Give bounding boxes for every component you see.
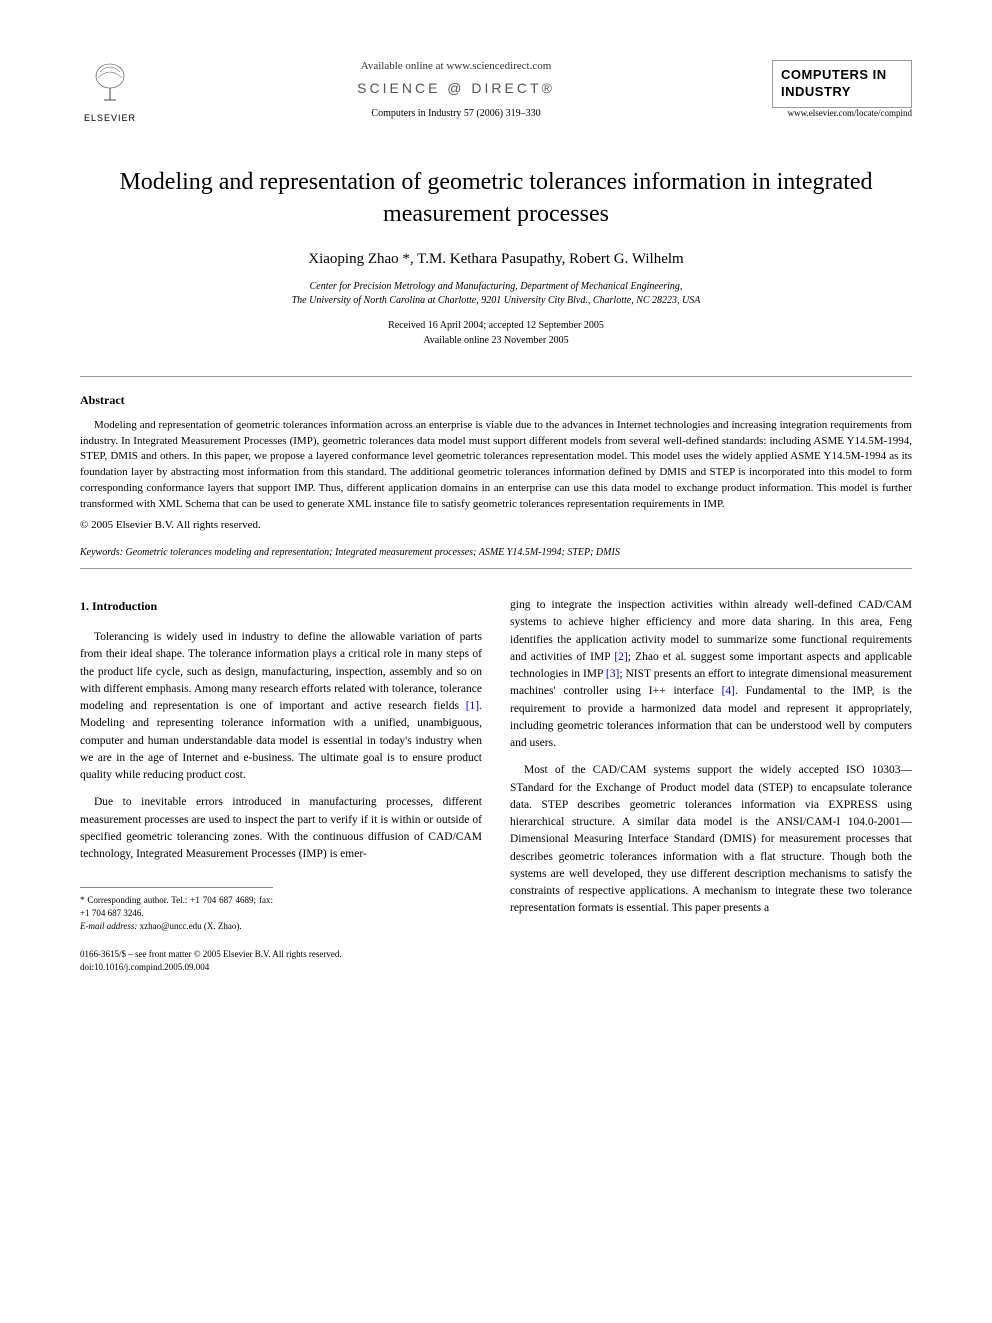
email-address[interactable]: xzhao@uncc.edu (X. Zhao). — [140, 921, 242, 931]
keywords-block: Keywords: Geometric tolerances modeling … — [80, 547, 912, 558]
article-dates: Received 16 April 2004; accepted 12 Sept… — [80, 318, 912, 348]
sciencedirect-logo: SCIENCE @ DIRECT® — [140, 80, 772, 96]
elsevier-tree-icon — [80, 60, 140, 113]
doi-line: doi:10.1016/j.compind.2005.09.004 — [80, 961, 482, 974]
intro-paragraph-1: Tolerancing is widely used in industry t… — [80, 629, 482, 784]
page-header: ELSEVIER Available online at www.science… — [80, 60, 912, 158]
p1-part-b: . Modeling and representing tolerance in… — [80, 700, 482, 781]
publisher-logo: ELSEVIER — [80, 60, 140, 123]
ref-link-3[interactable]: [3] — [606, 668, 619, 680]
column-left: 1. Introduction Tolerancing is widely us… — [80, 597, 482, 973]
abstract-heading: Abstract — [80, 393, 912, 408]
publisher-name: ELSEVIER — [80, 113, 140, 123]
available-online-text: Available online at www.sciencedirect.co… — [140, 60, 772, 72]
affiliation-line2: The University of North Carolina at Char… — [80, 294, 912, 308]
ref-link-2[interactable]: [2] — [614, 651, 627, 663]
corresponding-author-note: * Corresponding author. Tel.: +1 704 687… — [80, 894, 273, 919]
article-title: Modeling and representation of geometric… — [80, 166, 912, 231]
journal-url[interactable]: www.elsevier.com/locate/compind — [772, 108, 912, 118]
section-1-heading: 1. Introduction — [80, 597, 482, 615]
intro-paragraph-3: Most of the CAD/CAM systems support the … — [510, 762, 912, 917]
affiliation-line1: Center for Precision Metrology and Manuf… — [80, 280, 912, 294]
intro-paragraph-2-cont: ging to integrate the inspection activit… — [510, 597, 912, 752]
body-columns: 1. Introduction Tolerancing is widely us… — [80, 597, 912, 973]
p1-part-a: Tolerancing is widely used in industry t… — [80, 631, 482, 712]
dates-received-accepted: Received 16 April 2004; accepted 12 Sept… — [80, 318, 912, 333]
journal-name-line2: INDUSTRY — [781, 84, 903, 101]
email-label: E-mail address: — [80, 921, 137, 931]
divider-top — [80, 376, 912, 377]
dates-online: Available online 23 November 2005 — [80, 333, 912, 348]
author-list: Xiaoping Zhao *, T.M. Kethara Pasupathy,… — [80, 251, 912, 268]
email-line: E-mail address: xzhao@uncc.edu (X. Zhao)… — [80, 920, 273, 933]
header-center: Available online at www.sciencedirect.co… — [140, 60, 772, 123]
footer-meta: 0166-3615/$ – see front matter © 2005 El… — [80, 948, 482, 973]
copyright-line: © 2005 Elsevier B.V. All rights reserved… — [80, 519, 912, 531]
ref-link-1[interactable]: [1] — [466, 700, 479, 712]
journal-brand-box: COMPUTERS IN INDUSTRY www.elsevier.com/l… — [772, 60, 912, 158]
ref-link-4[interactable]: [4] — [722, 685, 735, 697]
keywords-label: Keywords: — [80, 547, 123, 558]
keywords-text: Geometric tolerances modeling and repres… — [125, 547, 619, 558]
citation-line: Computers in Industry 57 (2006) 319–330 — [140, 108, 772, 119]
front-matter-line: 0166-3615/$ – see front matter © 2005 El… — [80, 948, 482, 961]
affiliation: Center for Precision Metrology and Manuf… — [80, 280, 912, 308]
intro-paragraph-2: Due to inevitable errors introduced in m… — [80, 794, 482, 863]
divider-bottom — [80, 568, 912, 569]
column-right: ging to integrate the inspection activit… — [510, 597, 912, 973]
abstract-body: Modeling and representation of geometric… — [80, 418, 912, 514]
journal-name-line1: COMPUTERS IN — [781, 67, 903, 84]
authors-text: Xiaoping Zhao *, T.M. Kethara Pasupathy,… — [308, 251, 683, 267]
footnotes: * Corresponding author. Tel.: +1 704 687… — [80, 887, 273, 932]
abstract-text: Modeling and representation of geometric… — [80, 419, 912, 511]
